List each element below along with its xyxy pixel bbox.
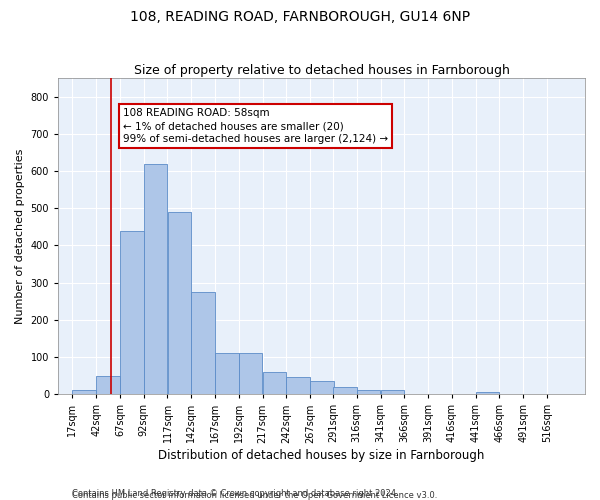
Bar [96, 376, 120, 394]
Bar [263, 372, 286, 394]
Bar [239, 354, 262, 394]
Bar [357, 390, 380, 394]
Bar [73, 390, 96, 394]
Bar [310, 381, 334, 394]
Bar [215, 354, 239, 394]
Text: 108, READING ROAD, FARNBOROUGH, GU14 6NP: 108, READING ROAD, FARNBOROUGH, GU14 6NP [130, 10, 470, 24]
Bar [144, 164, 167, 394]
Bar [120, 230, 143, 394]
X-axis label: Distribution of detached houses by size in Farnborough: Distribution of detached houses by size … [158, 450, 485, 462]
Text: 108 READING ROAD: 58sqm
← 1% of detached houses are smaller (20)
99% of semi-det: 108 READING ROAD: 58sqm ← 1% of detached… [123, 108, 388, 144]
Title: Size of property relative to detached houses in Farnborough: Size of property relative to detached ho… [134, 64, 509, 77]
Text: Contains public sector information licensed under the Open Government Licence v3: Contains public sector information licen… [72, 491, 437, 500]
Bar [286, 378, 310, 394]
Bar [191, 292, 215, 394]
Y-axis label: Number of detached properties: Number of detached properties [15, 148, 25, 324]
Bar [380, 390, 404, 394]
Bar [476, 392, 499, 394]
Bar [167, 212, 191, 394]
Text: Contains HM Land Registry data © Crown copyright and database right 2024.: Contains HM Land Registry data © Crown c… [72, 488, 398, 498]
Bar [333, 386, 356, 394]
